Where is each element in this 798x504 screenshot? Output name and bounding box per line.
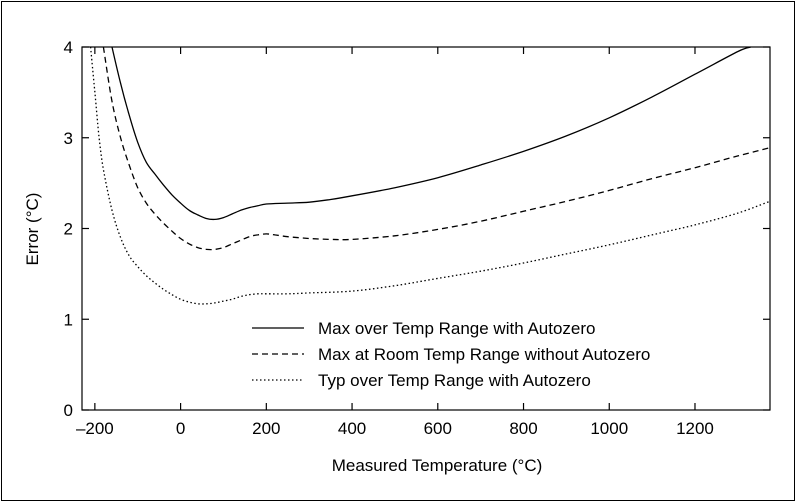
legend-label-typ-autozero: Typ over Temp Range with Autozero	[318, 371, 591, 390]
series-line-dashed	[102, 46, 771, 251]
y-tick-label: 4	[64, 38, 73, 57]
y-tick-label: 1	[64, 310, 73, 329]
y-tick-label: 2	[64, 220, 73, 239]
series-line-solid	[111, 46, 751, 221]
series-layer	[89, 46, 771, 305]
y-tick-label: 0	[64, 401, 73, 420]
y-tick-label: 3	[64, 129, 73, 148]
x-tick-label: 0	[176, 419, 185, 438]
legend-label-max-room: Max at Room Temp Range without Autozero	[318, 345, 650, 364]
x-tick-label: 800	[509, 419, 537, 438]
legend: Max over Temp Range with Autozero Max at…	[252, 319, 650, 390]
legend-label-max-autozero: Max over Temp Range with Autozero	[318, 319, 596, 338]
x-tick-label: 1000	[590, 419, 628, 438]
x-tick-label: 200	[252, 419, 280, 438]
y-axis: 0 1 2 3 4	[64, 38, 770, 420]
x-tick-label: 1200	[676, 419, 714, 438]
series-line-dotted	[89, 46, 771, 305]
x-tick-label: –200	[76, 419, 114, 438]
x-tick-label: 400	[338, 419, 366, 438]
y-axis-title: Error (°C)	[23, 193, 42, 266]
x-tick-label: 600	[424, 419, 452, 438]
x-axis-title: Measured Temperature (°C)	[332, 456, 543, 475]
x-axis: –200 0 200 400 600 800 1000 1200	[76, 47, 714, 438]
